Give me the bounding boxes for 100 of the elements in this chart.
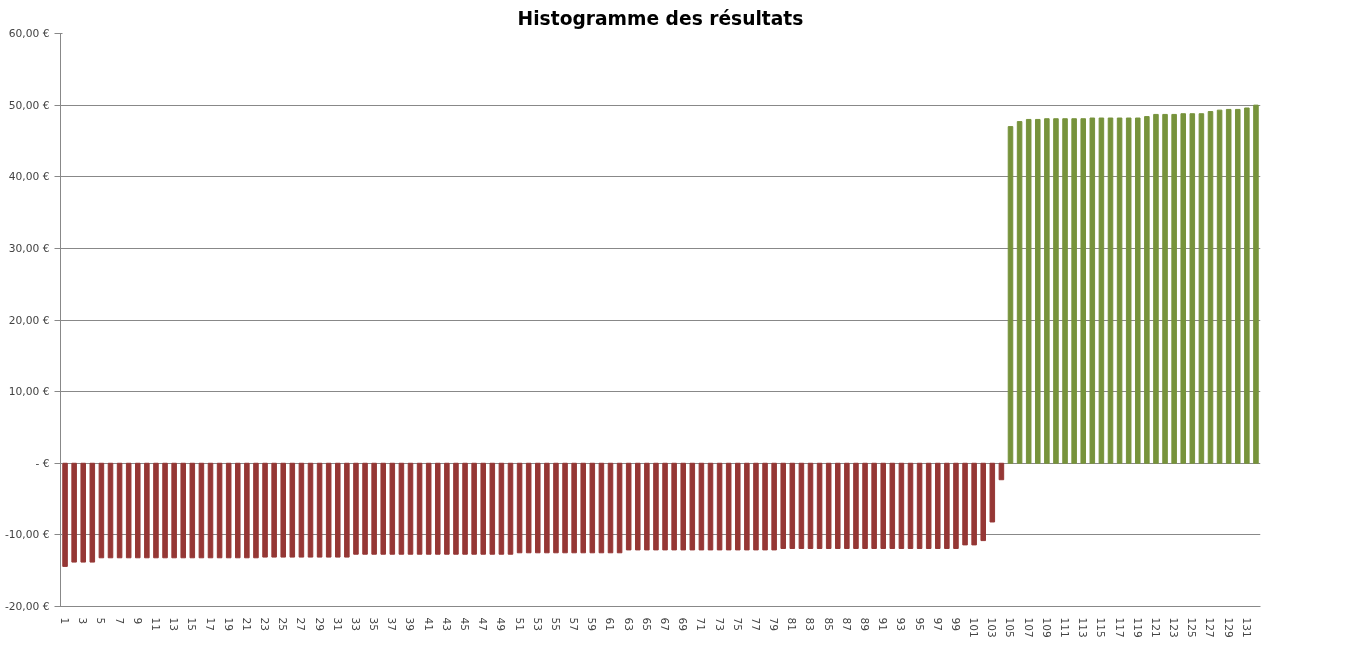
- x-tick-label: 45: [458, 617, 472, 632]
- bar: [1189, 113, 1196, 464]
- bar: [453, 462, 459, 555]
- bar: [407, 462, 414, 555]
- x-tick-label: 73: [712, 617, 726, 632]
- bar: [762, 462, 768, 551]
- y-tick-label: 50,00 €: [8, 98, 50, 112]
- bar: [980, 462, 986, 542]
- bar: [671, 462, 677, 551]
- y-tick-label: -10,00 €: [4, 528, 50, 542]
- bar: [935, 462, 941, 549]
- bar: [125, 462, 132, 559]
- bar: [871, 462, 877, 549]
- y-tick-label: 20,00 €: [8, 313, 50, 327]
- bar: [362, 462, 368, 555]
- bar: [189, 462, 196, 559]
- bar: [1198, 113, 1205, 464]
- bar: [316, 462, 323, 558]
- bar: [1071, 118, 1077, 464]
- bar: [580, 462, 586, 554]
- bar: [325, 462, 332, 558]
- y-tick-label: 60,00 €: [8, 27, 50, 40]
- bar: [235, 462, 241, 559]
- bar: [116, 462, 123, 559]
- x-tick-label: 17: [203, 617, 217, 632]
- bar: [625, 462, 632, 551]
- x-tick-label: 117: [1112, 617, 1126, 638]
- bar: [780, 462, 786, 549]
- x-tick-label: 37: [385, 617, 399, 632]
- bar: [798, 462, 805, 549]
- y-tick-label: -20,00 €: [4, 600, 50, 613]
- x-tick-label: 97: [930, 617, 944, 632]
- bar: [771, 462, 777, 551]
- x-tick-label: 95: [912, 617, 926, 632]
- x-tick-label: 41: [421, 617, 435, 632]
- bar: [371, 462, 377, 555]
- bar: [1116, 117, 1123, 464]
- bar: [998, 462, 1005, 481]
- bar: [989, 462, 996, 523]
- bar: [1007, 126, 1014, 464]
- x-tick-label: 103: [985, 617, 999, 638]
- bar: [107, 462, 114, 559]
- bar: [171, 462, 177, 559]
- bar: [1171, 113, 1177, 464]
- bar: [98, 462, 105, 559]
- y-tick-label: - €: [35, 456, 50, 470]
- x-tick-label: 7: [112, 617, 126, 625]
- bar: [953, 462, 959, 549]
- bar: [89, 462, 96, 563]
- bar: [853, 462, 859, 549]
- bar: [262, 462, 268, 558]
- x-tick-label: 77: [748, 617, 762, 632]
- x-tick-label: 39: [403, 617, 417, 632]
- bar: [644, 462, 650, 551]
- x-tick-label: 61: [603, 617, 617, 632]
- y-tick-label: 30,00 €: [8, 241, 50, 255]
- x-tick-label: 35: [367, 617, 381, 632]
- bar: [444, 462, 450, 555]
- x-tick-label: 15: [185, 617, 199, 632]
- x-tick-label: 25: [276, 617, 290, 632]
- bar: [916, 462, 923, 549]
- x-tick-label: 49: [494, 617, 508, 632]
- bar: [944, 462, 950, 549]
- x-tick-label: 115: [1094, 617, 1108, 638]
- bar: [398, 462, 405, 555]
- bar: [180, 462, 186, 559]
- x-tick-label: 19: [221, 617, 235, 632]
- bar: [207, 462, 214, 559]
- bar: [962, 462, 968, 546]
- x-tick-label: 123: [1167, 617, 1181, 638]
- bar: [862, 462, 868, 549]
- y-tick-label: 40,00 €: [8, 170, 50, 184]
- x-tick-label: 65: [639, 617, 653, 632]
- bar: [271, 462, 277, 558]
- bar: [925, 462, 932, 549]
- bar: [589, 462, 596, 554]
- bar: [1044, 118, 1050, 464]
- bar: [825, 462, 832, 549]
- bar: [216, 462, 223, 559]
- x-tick-label: 129: [1221, 617, 1235, 639]
- bar: [80, 462, 86, 563]
- x-tick-label: 63: [621, 617, 635, 632]
- bar: [607, 462, 614, 554]
- x-tick-label: 55: [548, 617, 562, 632]
- x-tick-label: 113: [1076, 617, 1090, 638]
- x-tick-label: 11: [148, 617, 162, 632]
- bar: [525, 462, 532, 554]
- bar: [535, 462, 541, 554]
- bar: [198, 462, 205, 559]
- bar: [1107, 117, 1114, 464]
- x-tick-label: 99: [948, 617, 962, 632]
- bar: [707, 462, 714, 551]
- bar: [1135, 117, 1141, 464]
- bar: [880, 462, 886, 549]
- x-tick-label: 21: [239, 617, 253, 632]
- x-tick-label: 23: [258, 617, 272, 632]
- x-tick-label: 1: [58, 617, 72, 625]
- bar: [635, 462, 641, 551]
- x-tick-label: 75: [730, 617, 744, 632]
- x-tick-label: 13: [167, 617, 181, 632]
